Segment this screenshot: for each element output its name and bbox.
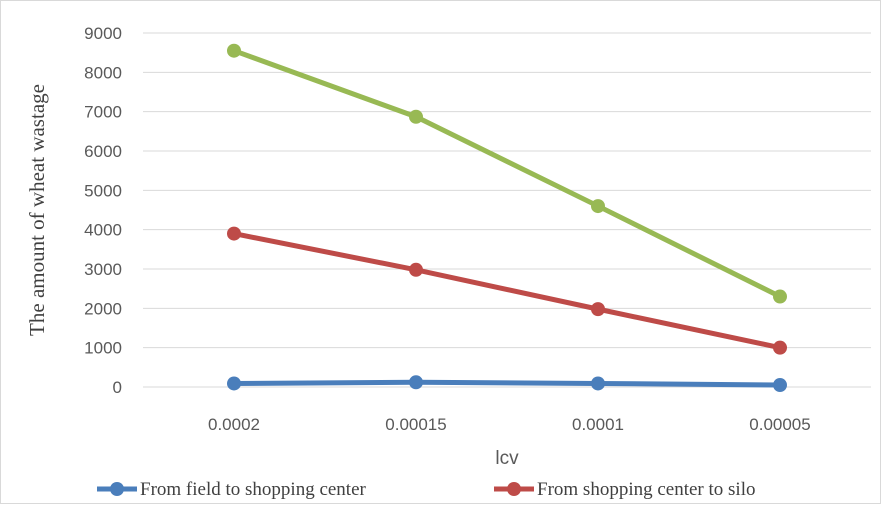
x-axis-title: lcv: [495, 448, 519, 469]
data-point: [591, 302, 605, 317]
data-point: [409, 375, 423, 390]
x-tick-label: 0.0001: [572, 415, 624, 434]
data-point: [227, 43, 241, 58]
y-tick-label: 6000: [84, 142, 122, 161]
legend-item: From shopping center to silo: [494, 479, 755, 500]
data-point: [409, 262, 423, 277]
x-tick-label: 0.0002: [208, 415, 260, 434]
x-axis-ticks: 0.0002 0.00015 0.0001 0.00005: [208, 415, 811, 434]
y-tick-label: 3000: [84, 260, 122, 279]
series-1: [227, 226, 787, 355]
y-tick-label: 9000: [84, 24, 122, 43]
series-line: [231, 379, 783, 388]
data-point: [227, 376, 241, 391]
legend-marker: [507, 482, 521, 496]
x-tick-label: 0.00015: [385, 415, 446, 434]
x-tick-label: 0.00005: [749, 415, 810, 434]
series-line: [231, 48, 783, 300]
legend: From field to shopping center From shoppi…: [97, 479, 755, 500]
data-point: [773, 378, 787, 393]
data-point: [773, 289, 787, 304]
data-point: [409, 109, 423, 124]
legend-marker: [110, 482, 124, 496]
series-2: [227, 43, 787, 304]
series-lines: [227, 43, 787, 393]
y-tick-label: 7000: [84, 103, 122, 122]
y-tick-label: 5000: [84, 181, 122, 200]
y-tick-label: 8000: [84, 63, 122, 82]
y-tick-label: 2000: [84, 299, 122, 318]
y-tick-label: 4000: [84, 221, 122, 240]
data-point: [773, 340, 787, 355]
y-tick-label: 0: [113, 378, 122, 397]
y-tick-label: 1000: [84, 339, 122, 358]
series-0: [227, 375, 787, 393]
legend-label: From shopping center to silo: [537, 479, 755, 500]
series-line: [231, 231, 783, 351]
y-axis-title: The amount of wheat wastage: [25, 84, 49, 336]
gridlines: [143, 32, 871, 388]
y-axis-ticks: 0 1000 2000 3000 4000 5000 6000 7000 8000 9000: [84, 24, 122, 397]
legend-label: From field to shopping center: [140, 479, 367, 500]
data-point: [227, 226, 241, 241]
data-point: [591, 199, 605, 214]
legend-item: From field to shopping center: [97, 479, 367, 500]
data-point: [591, 376, 605, 391]
